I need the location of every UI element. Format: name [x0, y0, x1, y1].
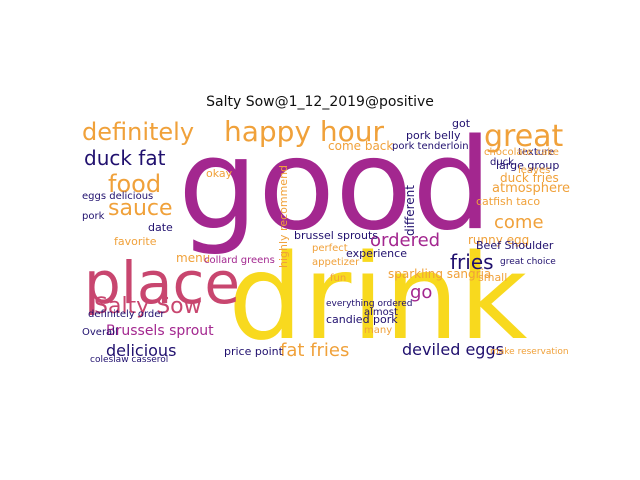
word-experience: experience [346, 247, 407, 260]
word-happy-hour: happy hour [224, 118, 385, 148]
word-appetizer: appetizer [312, 257, 360, 268]
word-runny-egg: runny egg [468, 233, 530, 247]
word-leaves: leaves [518, 165, 551, 176]
word-place: place [84, 249, 241, 317]
word-fun: fun [330, 273, 347, 284]
word-pork: pork [82, 211, 105, 222]
word-overall: Overall [82, 327, 118, 338]
word-small: small [478, 271, 508, 284]
word-collard-greens: collard greens [204, 255, 275, 266]
word-candied-pork: candied pork [326, 313, 398, 326]
word-eggs-delicious: eggs delicious [82, 191, 154, 202]
word-price-point: price point [224, 345, 283, 358]
word-okay: okay [206, 167, 233, 180]
word-brussels-sprout: Brussels sprout [106, 323, 214, 339]
word-date: date [148, 221, 173, 234]
word-got: got [452, 118, 471, 130]
word-different: different [403, 185, 417, 236]
word-drink: drink [228, 228, 528, 362]
word-deviled-eggs: deviled eggs [402, 340, 504, 359]
word-atmosphere: atmosphere [492, 181, 570, 196]
word-delicious: delicious [106, 341, 177, 360]
word-make-reservation: make reservation [490, 347, 569, 357]
word-beef-shoulder: Beef Shoulder [476, 239, 554, 252]
word-definitely-order: definitely order [88, 309, 165, 320]
word-salty-sow: Salty Sow [94, 294, 202, 319]
word-fries: fries [450, 250, 494, 274]
word-fat-fries: fat fries [280, 340, 350, 361]
word-good: good [178, 118, 493, 258]
word-brussel-sprouts: brussel sprouts [294, 229, 378, 242]
word-pork-belly: pork belly [406, 129, 461, 142]
word-perfect: perfect [312, 243, 348, 254]
word-coleslaw: coleslaw casserol [90, 355, 169, 363]
word-pork-tenderloin: pork tenderloin [392, 141, 469, 152]
word-texture: texture [518, 147, 555, 158]
word-chocolate-cake: chocolate cake [484, 147, 559, 158]
word-food: food [108, 170, 162, 198]
word-ordered: ordered [370, 230, 441, 251]
word-sauce: sauce [108, 196, 173, 221]
word-highly-recommend: highly recommend [277, 164, 290, 268]
word-duck: duck [490, 157, 514, 168]
word-go: go [410, 282, 433, 303]
cloud-title: Salty Sow@1_12_2019@positive [206, 94, 434, 110]
word-duck-fat: duck fat [84, 146, 166, 170]
word-catfish-taco: catfish taco [476, 195, 541, 208]
word-sparkling-sangria: sparkling sangria [388, 267, 492, 281]
word-definitely: definitely [82, 118, 195, 146]
word-everything-ordered: everything ordered [326, 299, 413, 309]
word-cloud: good drink place happy hour definitely g… [80, 118, 574, 362]
word-menu: menu [176, 251, 211, 265]
word-large-group: large group [496, 159, 560, 172]
word-come-back: come back [328, 139, 394, 153]
word-come: come [494, 212, 544, 233]
word-duck-fries: duck fries [500, 171, 559, 185]
word-great: great [484, 119, 564, 154]
word-great-choice: great choice [500, 257, 556, 267]
word-almost: almost [364, 307, 398, 318]
word-many: many [364, 325, 393, 336]
word-favorite: favorite [114, 235, 157, 248]
